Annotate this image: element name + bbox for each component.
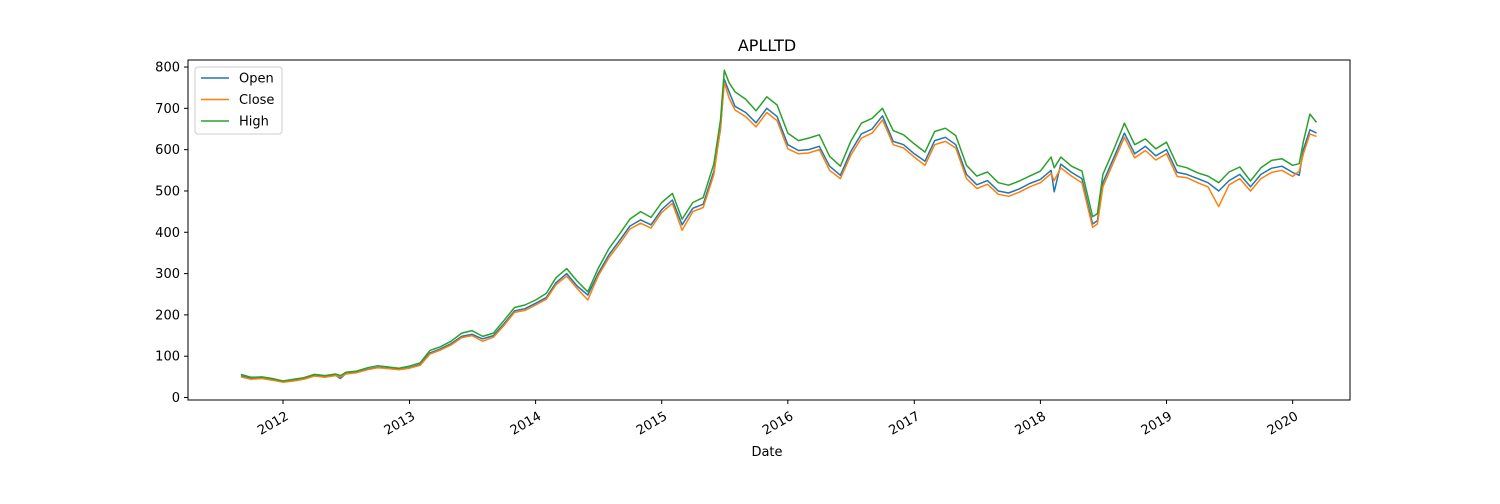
x-axis: 2012 2013 2014 2015 2016 2017 2018 2019 2020	[255, 400, 1301, 439]
y-tick-label: 800	[155, 61, 180, 76]
x-tick-label: 2015	[634, 409, 670, 439]
y-tick-label: 400	[155, 226, 180, 241]
legend-box	[194, 66, 283, 135]
y-tick-label: 500	[155, 184, 180, 199]
x-tick-label: 2020	[1265, 409, 1301, 439]
y-tick-label: 700	[155, 102, 180, 117]
y-tick-label: 600	[155, 143, 180, 158]
legend-label-high: High	[239, 115, 269, 130]
x-tick-label: 2017	[887, 409, 923, 439]
plot-frame	[187, 59, 1351, 401]
y-axis: 0 100 200 300 400 500 600 700 800	[155, 61, 188, 406]
x-tick-label: 2019	[1139, 409, 1175, 439]
y-tick-label: 100	[155, 350, 180, 365]
chart-title: APLLTD	[738, 36, 796, 55]
series-line-high	[240, 69, 1318, 382]
series-layer	[240, 69, 1318, 383]
series-line-close	[240, 81, 1317, 383]
legend-label-close: Close	[239, 93, 274, 108]
x-tick-label: 2014	[508, 409, 544, 439]
x-tick-label: 2016	[760, 409, 796, 439]
y-tick-label: 200	[155, 308, 180, 323]
x-tick-label: 2018	[1013, 409, 1049, 439]
y-tick-label: 300	[155, 267, 180, 282]
y-tick-label: 0	[172, 391, 180, 406]
x-axis-label: Date	[751, 445, 782, 460]
x-tick-label: 2012	[255, 409, 291, 439]
legend: Open Close High	[194, 66, 283, 135]
legend-label-open: Open	[239, 72, 274, 87]
x-tick-label: 2013	[382, 409, 418, 439]
